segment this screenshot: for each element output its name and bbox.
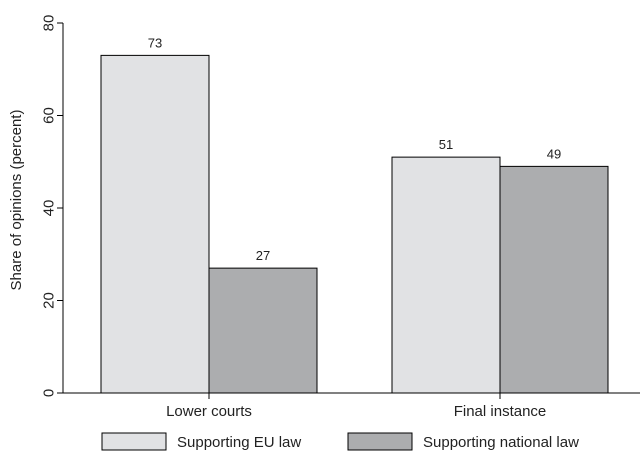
bar-eu-law <box>391 156 501 394</box>
legend-swatch <box>347 432 413 451</box>
bar-national-law <box>499 165 609 394</box>
data-label: 49 <box>547 146 561 161</box>
y-tick-label: 80 <box>40 15 57 32</box>
bars <box>100 54 609 394</box>
legend-label: Supporting national law <box>423 434 579 451</box>
legend-label: Supporting EU law <box>177 434 301 451</box>
x-category-label: Final instance <box>454 403 547 420</box>
y-tick-label: 40 <box>40 200 57 217</box>
y-tick-label: 0 <box>40 389 57 397</box>
bar-national-law <box>208 267 318 394</box>
x-category-label: Lower courts <box>166 403 252 420</box>
data-label: 51 <box>439 137 453 152</box>
y-tick-label: 60 <box>40 107 57 124</box>
x-axis: Lower courts Final instance <box>63 392 640 420</box>
bar-eu-law <box>100 54 210 394</box>
legend: Supporting EU law Supporting national law <box>101 432 579 451</box>
data-label: 27 <box>256 248 270 263</box>
legend-swatch <box>101 432 167 451</box>
y-tick-label: 20 <box>40 292 57 309</box>
y-axis: 0 20 40 60 80 <box>40 15 64 397</box>
data-label: 73 <box>148 35 162 50</box>
data-labels: 73 27 51 49 <box>148 35 561 263</box>
y-axis-title: Share of opinions (percent) <box>8 110 25 291</box>
